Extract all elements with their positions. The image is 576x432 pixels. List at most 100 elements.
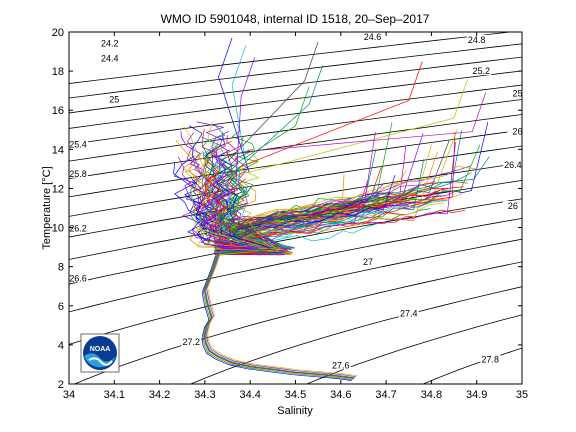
profile-line — [220, 212, 405, 255]
profile-line — [192, 155, 255, 254]
x-tick-label: 34.4 — [239, 389, 260, 401]
x-tick-label: 34.1 — [104, 389, 125, 401]
profile-line — [206, 135, 295, 252]
x-tick-label: 34.6 — [330, 389, 351, 401]
contour-label: 25.2 — [472, 66, 490, 76]
x-tick-label: 35 — [516, 389, 528, 401]
density-contour-labels: 24.2 24.4 24.6 24.8 25 25.2 25.4 25 25.8 26 26.2 26… — [68, 31, 528, 370]
y-tick-label: 12 — [52, 183, 64, 195]
x-tick-label: 34.2 — [149, 389, 170, 401]
y-tick-label: 4 — [58, 340, 64, 352]
profile-line — [223, 86, 310, 172]
profile-line — [214, 211, 386, 254]
contour-label: 27.6 — [332, 360, 350, 370]
contour-label-bg — [507, 126, 528, 136]
contour-label-bg — [99, 38, 120, 48]
profile-line — [228, 41, 319, 161]
profile-line — [195, 196, 287, 253]
contour-label: 27 — [363, 257, 373, 267]
y-tick-label: 20 — [52, 27, 64, 39]
contour-label-bg — [502, 201, 523, 211]
contour-label-bg — [181, 336, 202, 346]
profile-line — [224, 78, 468, 179]
profile-lines — [173, 37, 490, 381]
x-tick-label: 34.8 — [421, 389, 442, 401]
y-tick-label: 10 — [52, 223, 64, 235]
profile-line — [235, 57, 256, 182]
x-tick-label: 34.9 — [466, 389, 487, 401]
profile-line — [216, 180, 369, 255]
noaa-logo-text: NOAA — [90, 346, 111, 353]
contour-label-bg — [507, 88, 528, 98]
y-tick-label: 18 — [52, 66, 64, 78]
profile-line — [220, 132, 376, 251]
density-contour — [189, 286, 522, 384]
contour-label-bg — [357, 256, 378, 266]
contour-label: 24.6 — [364, 32, 382, 42]
contour-label: 26.6 — [69, 273, 87, 283]
deep-profile-line — [206, 251, 357, 378]
contour-label-bg — [480, 354, 501, 364]
density-contour — [422, 347, 522, 384]
contour-label-bg — [466, 34, 487, 44]
contour-label-bg — [99, 53, 120, 63]
profile-line — [231, 45, 247, 166]
x-axis-label: Salinity — [277, 405, 313, 417]
contour-label: 26.2 — [69, 224, 87, 234]
deep-profile-line — [203, 253, 354, 379]
profile-line — [214, 162, 263, 252]
deep-profile-line — [207, 250, 358, 377]
profile-line — [214, 187, 431, 249]
y-tick-label: 14 — [52, 144, 64, 156]
x-axis-ticks: 34 34.1 34.2 34.3 34.4 34.5 34.6 34.7 34.8 34.9 35 — [63, 32, 528, 401]
noaa-logo: NOAA — [80, 333, 120, 373]
profile-line — [222, 187, 376, 250]
contour-label: 26 — [508, 201, 518, 211]
y-tick-label: 16 — [52, 105, 64, 117]
contour-label: 25 — [109, 94, 119, 104]
contour-label: 27.4 — [400, 309, 418, 319]
contour-label-bg — [68, 273, 89, 283]
chart-title: WMO ID 5901048, internal ID 1518, 20–Sep… — [161, 12, 430, 26]
contour-label: 24.2 — [101, 39, 119, 49]
x-tick-label: 34.7 — [375, 389, 396, 401]
deep-profile-line — [204, 252, 355, 379]
y-tick-label: 8 — [58, 262, 64, 274]
contour-label: 24.4 — [101, 53, 119, 63]
profile-line — [221, 192, 393, 255]
contour-label-bg — [330, 360, 351, 370]
contour-label: 25.8 — [69, 169, 87, 179]
deep-profile-line — [201, 255, 352, 381]
profile-line — [218, 144, 481, 255]
profile-line — [204, 131, 282, 254]
contour-label-bg — [502, 159, 523, 169]
contour-label: 24.8 — [468, 35, 486, 45]
y-axis-ticks: 2 4 6 8 10 12 14 16 18 20 — [52, 27, 522, 391]
contour-label: 26.4 — [504, 160, 522, 170]
contour-label-bg — [362, 31, 383, 41]
profile-line — [177, 156, 251, 253]
x-tick-label: 34 — [63, 389, 75, 401]
profile-line — [173, 162, 294, 252]
contour-label-bg — [471, 66, 492, 76]
contour-label: 27.8 — [482, 355, 500, 365]
profile-line — [218, 165, 478, 253]
y-tick-label: 2 — [58, 379, 64, 391]
profile-line — [184, 152, 283, 256]
profile-line — [246, 92, 487, 152]
profile-line — [240, 61, 423, 167]
profile-line — [203, 147, 259, 250]
contour-label-bg — [68, 139, 89, 149]
profile-line — [222, 205, 381, 253]
contour-label-bg — [398, 308, 419, 318]
profile-line — [215, 151, 439, 253]
y-tick-label: 6 — [58, 301, 64, 313]
contour-label: 25.4 — [69, 139, 87, 149]
contour-label: 25 — [512, 89, 522, 99]
contour-label: 27.2 — [183, 337, 201, 347]
x-tick-label: 34.5 — [285, 389, 306, 401]
contour-label: 26 — [512, 127, 522, 137]
